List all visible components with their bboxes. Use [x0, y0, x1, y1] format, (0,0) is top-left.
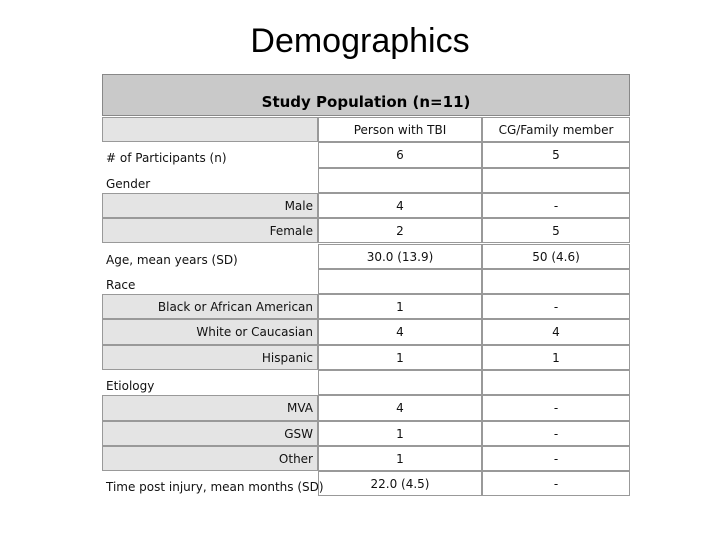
sub-row-label: Hispanic: [102, 344, 318, 370]
row-label: Gender: [106, 176, 151, 191]
sub-row-label: Female: [102, 218, 318, 244]
value-cell: 30.0 (13.9): [318, 243, 482, 269]
value-cell: -: [482, 471, 630, 497]
header-blank: [102, 117, 318, 143]
value-cell: 1: [318, 294, 482, 320]
value-cell: -: [482, 192, 630, 219]
value-cell: -: [482, 294, 630, 320]
value-cell: 50 (4.6): [482, 243, 630, 269]
value-cell: 2: [318, 218, 482, 244]
value-cell: 4: [318, 192, 482, 219]
value-cell: 22.0 (4.5): [318, 471, 482, 497]
row-label: Time post injury, mean months (SD): [106, 480, 324, 495]
value-cell: 4: [318, 319, 482, 345]
value-cell: [318, 370, 482, 396]
value-cell: -: [482, 395, 630, 421]
row-label: Age, mean years (SD): [106, 252, 238, 267]
value-cell: 4: [318, 395, 482, 421]
value-cell: 4: [482, 319, 630, 345]
sub-row-label: GSW: [102, 420, 318, 446]
value-cell: [482, 370, 630, 396]
sub-row-label: Male: [102, 192, 318, 219]
value-cell: 6: [318, 142, 482, 168]
value-cell: 1: [318, 445, 482, 472]
row-label: Etiology: [106, 379, 155, 393]
value-cell: 1: [318, 420, 482, 446]
column-header: Person with TBI: [318, 117, 482, 143]
sub-row-label: White or Caucasian: [102, 319, 318, 345]
value-cell: -: [482, 445, 630, 472]
table-caption: Study Population (n=11): [102, 74, 630, 116]
sub-row-label: MVA: [102, 395, 318, 421]
row-label: # of Participants (n): [106, 151, 227, 166]
value-cell: [318, 167, 482, 193]
value-cell: [318, 268, 482, 295]
value-cell: 1: [482, 344, 630, 370]
row-label: Race: [106, 277, 136, 292]
sub-row-label: Other: [102, 445, 318, 472]
value-cell: -: [482, 420, 630, 446]
sub-row-label: Black or African American: [102, 294, 318, 320]
value-cell: [482, 268, 630, 295]
slide-title: Demographics: [250, 22, 470, 60]
value-cell: 5: [482, 218, 630, 244]
value-cell: [482, 167, 630, 193]
value-cell: 5: [482, 142, 630, 168]
column-header: CG/Family member: [482, 117, 630, 143]
value-cell: 1: [318, 344, 482, 370]
